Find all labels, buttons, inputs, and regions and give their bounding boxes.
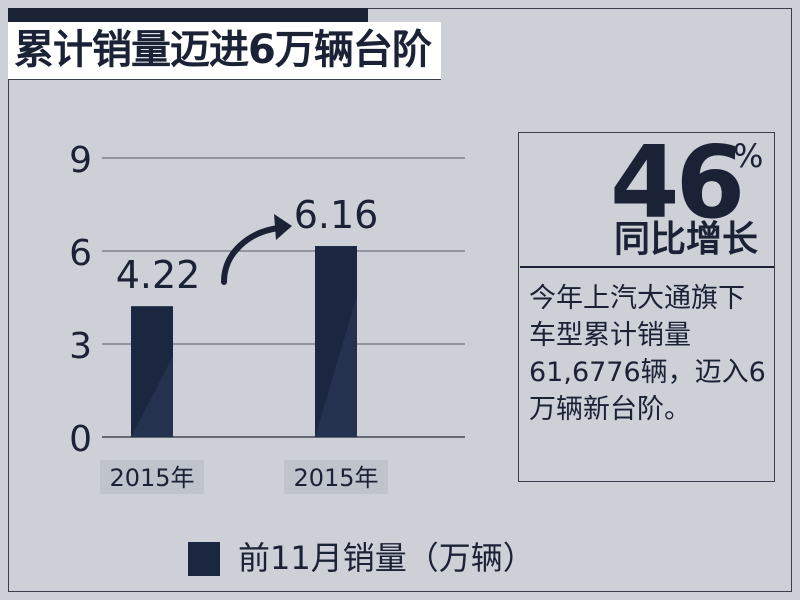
y-tick-label: 6 bbox=[69, 233, 92, 274]
y-tick-label: 3 bbox=[69, 326, 92, 367]
title-accent-bar bbox=[8, 8, 368, 22]
category-label: 2015年 bbox=[293, 464, 378, 492]
category-labels: 2015年 2015年 bbox=[100, 460, 388, 494]
chart-title: 累计销量迈进6万辆台阶 bbox=[14, 27, 432, 73]
bars bbox=[131, 246, 357, 437]
bar-shade bbox=[315, 296, 357, 437]
value-label: 4.22 bbox=[116, 253, 201, 297]
growth-value: 46 bbox=[610, 124, 745, 241]
value-label: 6.16 bbox=[294, 193, 379, 237]
category-label: 2015年 bbox=[109, 464, 194, 492]
growth-label: 同比增长 bbox=[614, 219, 759, 260]
growth-arrow bbox=[221, 225, 281, 285]
legend-label: 前11月销量（万辆） bbox=[238, 539, 535, 577]
percent-sign: % bbox=[733, 137, 764, 175]
y-axis-ticks: 0 3 6 9 bbox=[69, 140, 92, 460]
y-tick-label: 0 bbox=[69, 419, 92, 460]
bar-shade bbox=[131, 356, 173, 437]
growth-description: 今年上汽大通旗下车型累计销量61,6776辆，迈入6万辆新台阶。 bbox=[529, 283, 766, 425]
growth-arrow-head bbox=[274, 214, 292, 240]
category-label-bg bbox=[284, 460, 388, 494]
chart-frame bbox=[8, 8, 792, 592]
growth-divider bbox=[520, 266, 774, 268]
highlight-box bbox=[518, 132, 775, 482]
value-labels: 4.22 6.16 bbox=[116, 193, 379, 297]
y-tick-label: 9 bbox=[69, 140, 92, 181]
category-label-bg bbox=[100, 460, 204, 494]
title-box: 累计销量迈进6万辆台阶 bbox=[8, 22, 441, 80]
legend-swatch bbox=[188, 542, 220, 576]
